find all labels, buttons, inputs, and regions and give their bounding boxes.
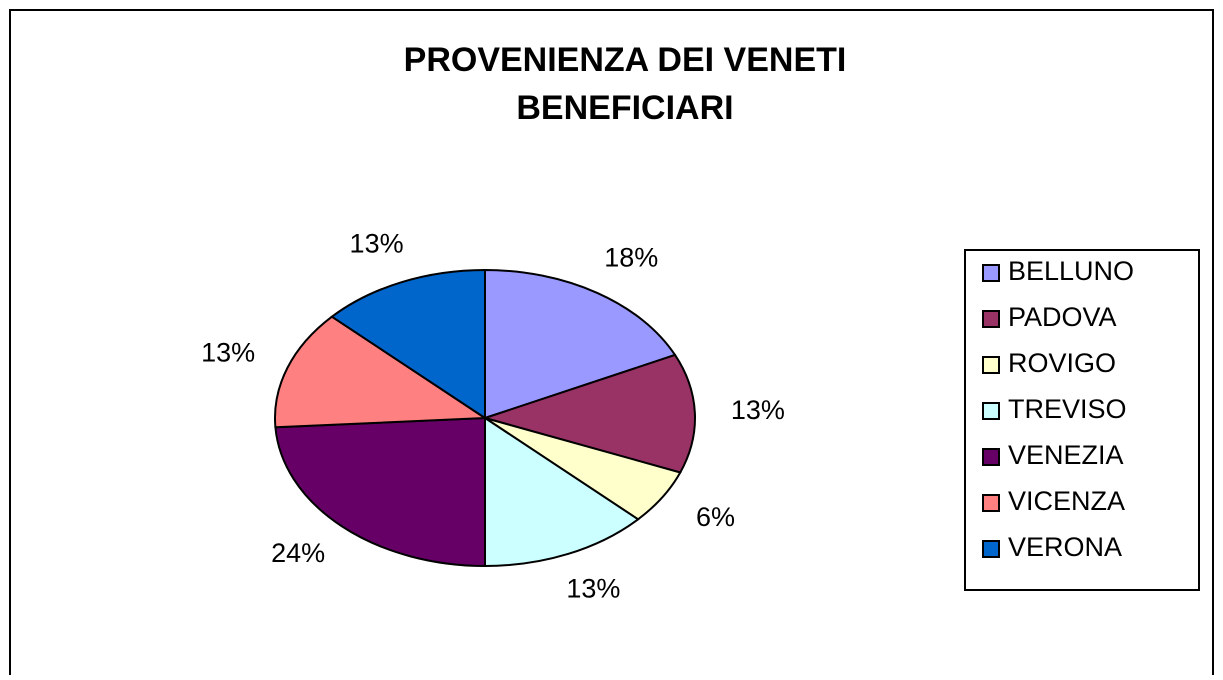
legend-box — [964, 249, 1200, 591]
data-label: 6% — [696, 502, 735, 532]
legend-swatch — [982, 494, 1000, 512]
pie-slice — [484, 416, 640, 568]
legend-swatch — [982, 356, 1000, 374]
data-label: 18% — [604, 242, 658, 272]
pie-slice — [274, 315, 489, 429]
pie-slice — [481, 353, 696, 474]
legend-label: PADOVA — [1008, 302, 1117, 332]
chart-frame — [9, 9, 1214, 675]
data-label: 13% — [731, 395, 785, 425]
legend-label: BELLUNO — [1008, 256, 1134, 286]
data-label: 13% — [350, 229, 404, 259]
data-label: 13% — [566, 574, 620, 604]
chart-title: PROVENIENZA DEI VENETI — [404, 41, 847, 79]
pie-slice — [274, 416, 486, 568]
data-label: 13% — [201, 337, 255, 367]
legend-label: VENEZIA — [1008, 440, 1124, 470]
legend-swatch — [982, 448, 1000, 466]
legend-label: VERONA — [1008, 532, 1122, 562]
legend-label: ROVIGO — [1008, 348, 1116, 378]
legend-label: TREVISO — [1008, 394, 1127, 424]
legend-label: VICENZA — [1008, 486, 1125, 516]
chart-title: BENEFICIARI — [516, 89, 733, 127]
data-label: 24% — [271, 538, 325, 568]
pie-slice — [330, 268, 486, 420]
pie-slice — [484, 268, 677, 420]
legend-swatch — [982, 310, 1000, 328]
legend-swatch — [982, 264, 1000, 282]
legend-swatch — [982, 540, 1000, 558]
legend-swatch — [982, 402, 1000, 420]
